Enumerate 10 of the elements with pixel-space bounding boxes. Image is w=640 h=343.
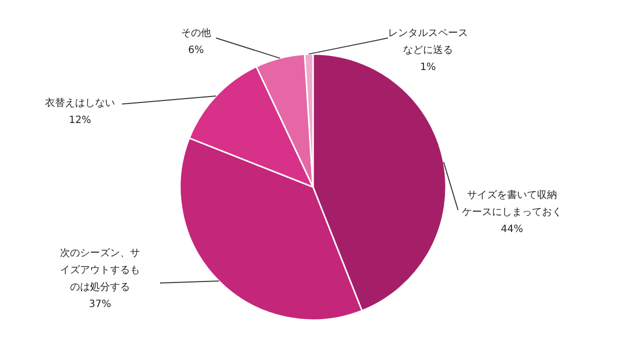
data-label: 6%: [188, 45, 204, 56]
slice-label: サイズを書いて収納ケースにしまっておく: [462, 189, 562, 218]
data-label: 1%: [420, 62, 436, 73]
slice-label: 衣替えはしない: [45, 97, 115, 109]
data-label: 12%: [68, 115, 92, 126]
data-label: 44%: [500, 224, 524, 235]
slice-label: その他: [181, 27, 211, 39]
slice-label: 次のシーズン、サイズアウトするものは処分する: [60, 247, 140, 293]
slice-label: レンタルスペースなどに送る: [388, 28, 468, 56]
data-label: 37%: [88, 299, 112, 310]
